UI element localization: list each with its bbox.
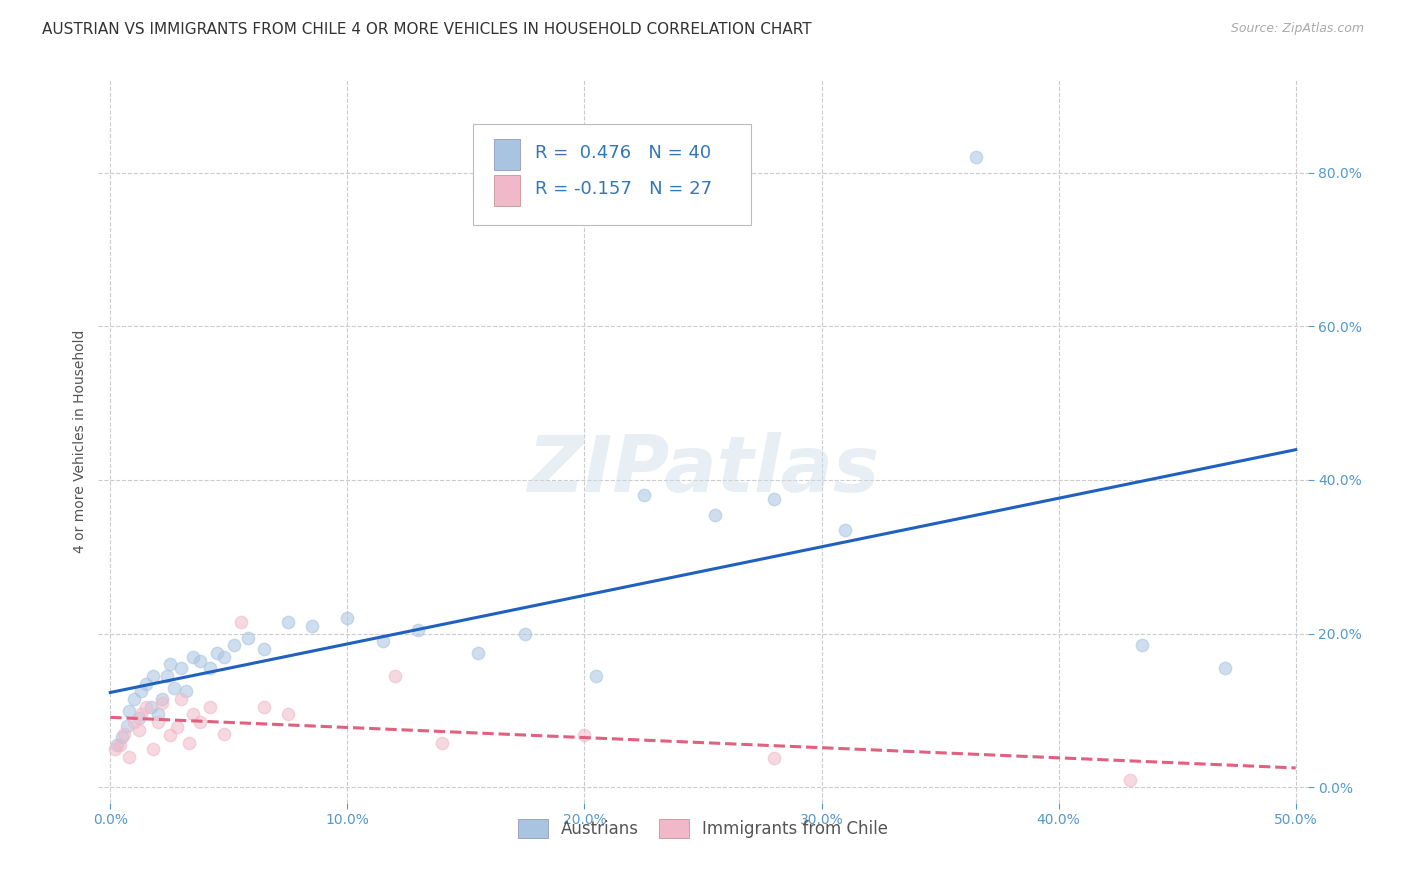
FancyBboxPatch shape <box>474 124 751 225</box>
Point <box>139 699 162 714</box>
Point <box>467 646 489 660</box>
Point <box>408 623 430 637</box>
Point <box>432 736 454 750</box>
Point <box>104 742 127 756</box>
Point <box>156 669 179 683</box>
Point <box>253 642 276 657</box>
Point <box>253 699 276 714</box>
Point <box>515 626 537 640</box>
Point <box>166 721 188 735</box>
Point <box>229 615 252 630</box>
Bar <box>494 138 520 169</box>
Point <box>174 684 197 698</box>
Point <box>371 634 394 648</box>
Point <box>128 711 150 725</box>
Point <box>115 719 138 733</box>
Point <box>1130 638 1153 652</box>
Point <box>703 508 725 522</box>
Point <box>222 638 245 652</box>
Point <box>129 707 152 722</box>
Point <box>163 681 186 695</box>
Text: AUSTRIAN VS IMMIGRANTS FROM CHILE 4 OR MORE VEHICLES IN HOUSEHOLD CORRELATION CH: AUSTRIAN VS IMMIGRANTS FROM CHILE 4 OR M… <box>42 22 811 37</box>
Point <box>763 492 786 507</box>
Point <box>585 669 607 683</box>
Point <box>170 692 193 706</box>
Point <box>129 684 152 698</box>
Point <box>336 611 359 625</box>
Point <box>159 657 181 672</box>
Point <box>105 738 128 752</box>
Point <box>135 676 157 690</box>
Point <box>170 661 193 675</box>
Text: Source: ZipAtlas.com: Source: ZipAtlas.com <box>1230 22 1364 36</box>
Point <box>384 669 406 683</box>
Point <box>834 523 856 537</box>
Point <box>118 749 141 764</box>
Point <box>205 646 228 660</box>
Point <box>212 726 235 740</box>
Point <box>111 731 134 745</box>
Point <box>152 696 174 710</box>
Point <box>152 692 174 706</box>
Point <box>965 150 987 164</box>
Point <box>128 723 150 737</box>
Point <box>198 661 221 675</box>
Text: R = -0.157   N = 27: R = -0.157 N = 27 <box>534 179 711 198</box>
Point <box>177 736 200 750</box>
Point <box>190 715 212 730</box>
Text: ZIPatlas: ZIPatlas <box>527 433 879 508</box>
Y-axis label: 4 or more Vehicles in Household: 4 or more Vehicles in Household <box>73 330 87 553</box>
Point <box>114 726 136 740</box>
Point <box>146 715 169 730</box>
Point <box>159 728 181 742</box>
Point <box>142 742 165 756</box>
Point <box>135 699 157 714</box>
Point <box>198 699 221 714</box>
Point <box>277 615 299 630</box>
Point <box>108 738 131 752</box>
Point <box>190 654 212 668</box>
Point <box>181 707 204 722</box>
Point <box>1119 772 1142 787</box>
Point <box>236 631 259 645</box>
Point <box>122 692 145 706</box>
Point <box>122 715 145 730</box>
Text: R =  0.476   N = 40: R = 0.476 N = 40 <box>534 144 711 161</box>
Point <box>146 707 169 722</box>
Point <box>1213 661 1236 675</box>
Point <box>574 728 596 742</box>
Bar <box>494 175 520 206</box>
Point <box>181 649 204 664</box>
Point <box>301 619 323 633</box>
Point <box>633 488 655 502</box>
Point <box>212 649 235 664</box>
Point <box>763 751 786 765</box>
Point <box>277 707 299 722</box>
Point <box>142 669 165 683</box>
Point <box>118 704 141 718</box>
Legend: Austrians, Immigrants from Chile: Austrians, Immigrants from Chile <box>510 813 896 845</box>
